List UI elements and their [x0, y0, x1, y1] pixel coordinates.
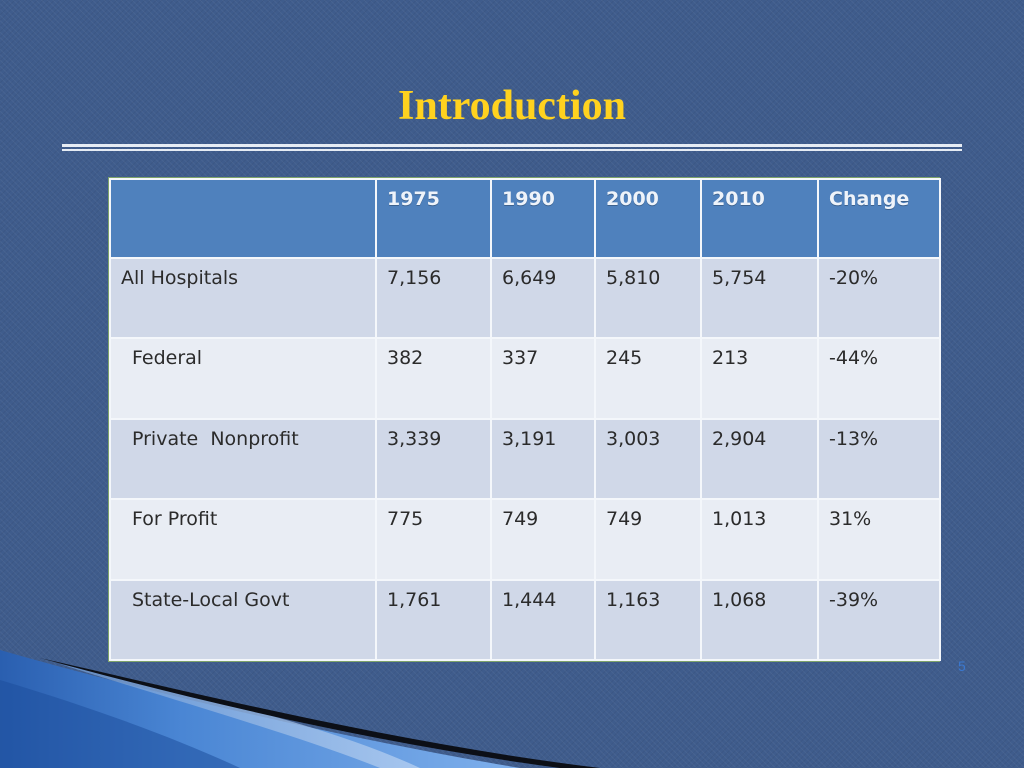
table-row: State-Local Govt 1,761 1,444 1,163 1,068…	[109, 578, 941, 662]
cell-1990: 337	[490, 337, 596, 420]
table-row: Federal 382 337 245 213 -44%	[109, 337, 941, 420]
title-divider	[62, 144, 962, 147]
table-row: Private Nonprofit 3,339 3,191 3,003 2,90…	[109, 417, 941, 501]
cell-1975: 382	[375, 337, 492, 420]
cell-change: -39%	[817, 578, 941, 662]
header-cell-1990: 1990	[490, 178, 596, 259]
slide-number: 5	[958, 658, 966, 674]
header-cell-1975: 1975	[375, 178, 492, 259]
cell-change: 31%	[817, 498, 941, 581]
cell-change: -44%	[817, 337, 941, 420]
row-label: Private Nonprofit	[109, 417, 377, 501]
cell-2000: 3,003	[594, 417, 702, 501]
cell-2010: 1,013	[700, 498, 819, 581]
cell-2000: 5,810	[594, 256, 702, 340]
cell-2010: 5,754	[700, 256, 819, 340]
cell-1975: 1,761	[375, 578, 492, 662]
cell-2010: 213	[700, 337, 819, 420]
header-cell-label	[109, 178, 377, 259]
table-header-row: 1975 1990 2000 2010 Change	[109, 178, 941, 259]
cell-1975: 7,156	[375, 256, 492, 340]
table-row: For Profit 775 749 749 1,013 31%	[109, 498, 941, 581]
cell-2010: 1,068	[700, 578, 819, 662]
row-label: All Hospitals	[109, 256, 377, 340]
cell-2000: 749	[594, 498, 702, 581]
slide-title: Introduction	[398, 83, 626, 129]
header-cell-2000: 2000	[594, 178, 702, 259]
cell-change: -20%	[817, 256, 941, 340]
cell-1975: 3,339	[375, 417, 492, 501]
cell-1990: 6,649	[490, 256, 596, 340]
cell-1990: 749	[490, 498, 596, 581]
header-cell-2010: 2010	[700, 178, 819, 259]
cell-1990: 1,444	[490, 578, 596, 662]
data-table: 1975 1990 2000 2010 Change All Hospitals…	[109, 178, 941, 662]
cell-2000: 245	[594, 337, 702, 420]
header-cell-change: Change	[817, 178, 941, 259]
title-divider-secondary	[62, 149, 962, 151]
row-label: State-Local Govt	[109, 578, 377, 662]
cell-2010: 2,904	[700, 417, 819, 501]
hospital-count-table: 1975 1990 2000 2010 Change All Hospitals…	[109, 178, 941, 662]
cell-1975: 775	[375, 498, 492, 581]
cell-2000: 1,163	[594, 578, 702, 662]
table-row: All Hospitals 7,156 6,649 5,810 5,754 -2…	[109, 256, 941, 340]
cell-1990: 3,191	[490, 417, 596, 501]
row-label: For Profit	[109, 498, 377, 581]
row-label: Federal	[109, 337, 377, 420]
cell-change: -13%	[817, 417, 941, 501]
